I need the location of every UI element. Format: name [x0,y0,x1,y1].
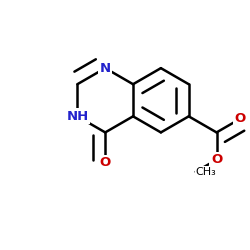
Text: O: O [211,153,222,166]
Text: NH: NH [66,110,88,123]
Text: O: O [234,112,246,125]
Text: CH₃: CH₃ [196,167,216,177]
Text: N: N [100,62,111,75]
Text: O: O [100,156,111,170]
